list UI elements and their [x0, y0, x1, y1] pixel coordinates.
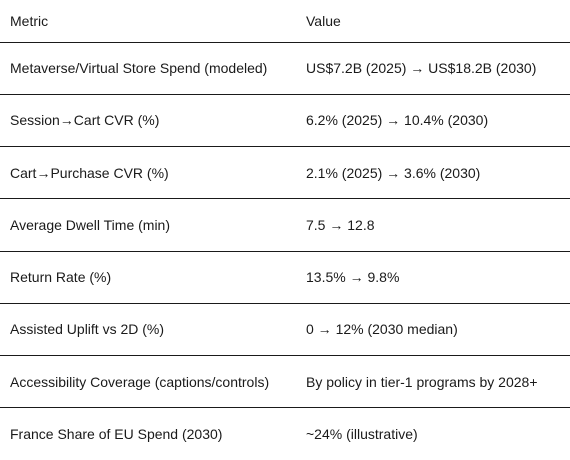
metric-cell: Accessibility Coverage (captions/control…: [10, 373, 270, 390]
table-header: Metric Value: [0, 0, 570, 42]
table-body: Metaverse/Virtual Store Spend (modeled) …: [0, 42, 570, 460]
value-cell: 6.2% (2025) → 10.4% (2030): [306, 112, 489, 129]
metric-cell: France Share of EU Spend (2030): [10, 426, 223, 443]
table-row: Cart→Purchase CVR (%) 2.1% (2025) → 3.6%…: [0, 146, 570, 199]
table-row: France Share of EU Spend (2030) ~24% (il…: [0, 407, 570, 460]
metric-cell: Assisted Uplift vs 2D (%): [10, 321, 165, 338]
table-row: Return Rate (%) 13.5% → 9.8%: [0, 251, 570, 303]
metric-cell: Session→Cart CVR (%): [10, 112, 160, 129]
header-row: Metric Value: [0, 0, 570, 42]
metric-cell: Average Dwell Time (min): [10, 216, 171, 233]
table-row: Session→Cart CVR (%) 6.2% (2025) → 10.4%…: [0, 94, 570, 146]
value-cell: 0 → 12% (2030 median): [306, 321, 458, 338]
table-row: Metaverse/Virtual Store Spend (modeled) …: [0, 42, 570, 94]
table-row: Assisted Uplift vs 2D (%) 0 → 12% (2030 …: [0, 303, 570, 355]
table-row: Average Dwell Time (min) 7.5 → 12.8: [0, 198, 570, 251]
header-value: Value: [306, 12, 341, 29]
metric-cell: Return Rate (%): [10, 269, 112, 286]
header-metric: Metric: [10, 12, 49, 29]
metric-cell: Cart→Purchase CVR (%): [10, 164, 169, 181]
table-row: Accessibility Coverage (captions/control…: [0, 355, 570, 408]
value-cell: By policy in tier-1 programs by 2028+: [306, 373, 538, 390]
value-cell: US$7.2B (2025) → US$18.2B (2030): [306, 60, 537, 77]
value-cell: 2.1% (2025) → 3.6% (2030): [306, 164, 481, 181]
value-cell: 13.5% → 9.8%: [306, 269, 400, 286]
metric-cell: Metaverse/Virtual Store Spend (modeled): [10, 60, 268, 77]
value-cell: ~24% (illustrative): [306, 426, 418, 443]
value-cell: 7.5 → 12.8: [306, 216, 375, 233]
